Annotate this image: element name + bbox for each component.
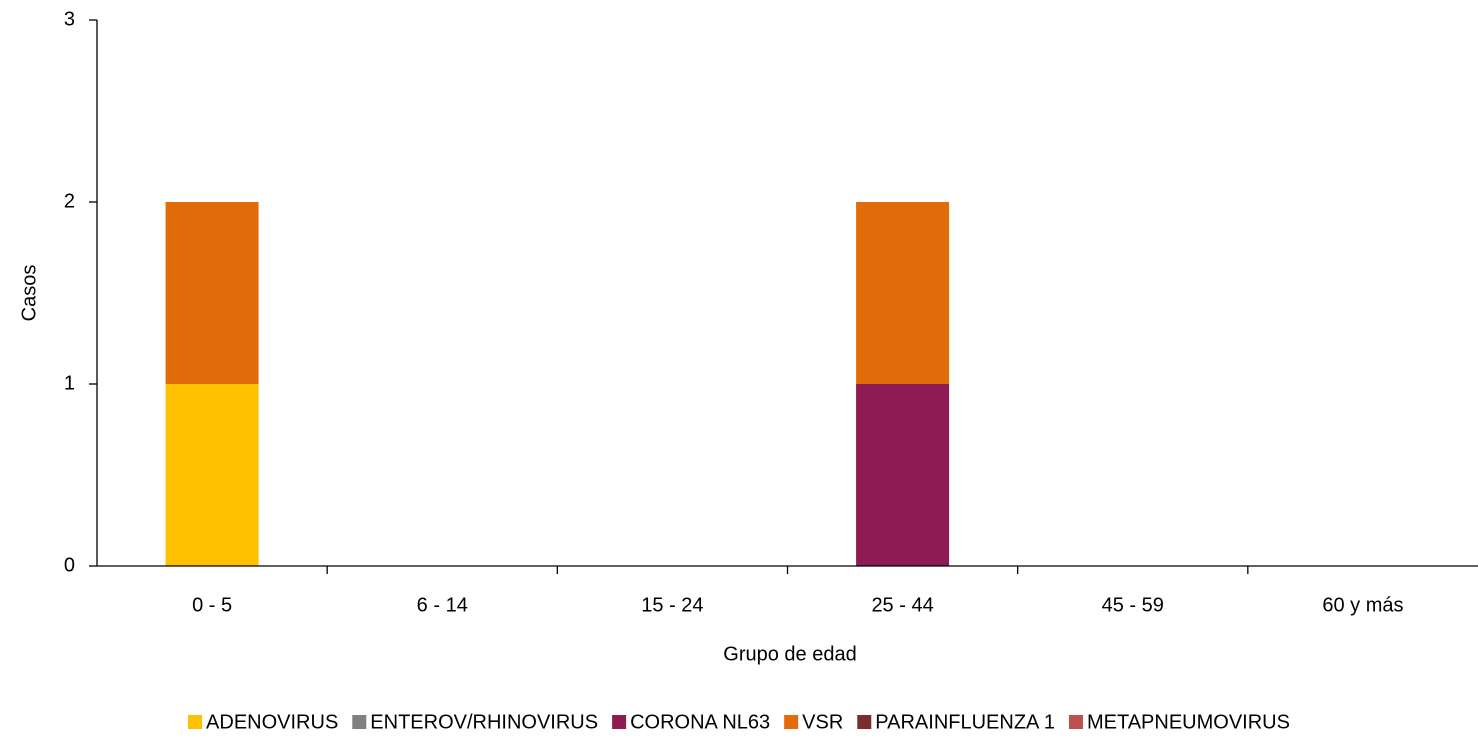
legend-swatch bbox=[188, 715, 203, 729]
legend-swatch bbox=[612, 715, 627, 729]
x-tick-label: 0 - 5 bbox=[192, 594, 232, 616]
legend-label: VSR bbox=[802, 711, 843, 733]
legend-swatch bbox=[1068, 715, 1083, 729]
legend-swatch bbox=[784, 715, 799, 729]
legend-label: PARAINFLUENZA 1 bbox=[875, 711, 1055, 733]
x-tick-label: 6 - 14 bbox=[417, 594, 468, 616]
x-tick-label: 60 y más bbox=[1322, 594, 1403, 616]
bar-segment bbox=[165, 202, 259, 384]
y-axis-title: Casos bbox=[18, 265, 40, 322]
legend-swatch bbox=[857, 715, 872, 729]
x-tick-label: 15 - 24 bbox=[641, 594, 703, 616]
legend-label: METAPNEUMOVIRUS bbox=[1087, 711, 1290, 733]
legend-swatch bbox=[352, 715, 367, 729]
y-tick-label: 2 bbox=[64, 190, 75, 212]
x-tick-label: 45 - 59 bbox=[1102, 594, 1164, 616]
legend: ADENOVIRUS ENTEROV/RHINOVIRUS CORONA NL63 V… bbox=[188, 711, 1290, 733]
x-axis-title: Grupo de edad bbox=[723, 643, 856, 665]
bar-segment bbox=[165, 384, 259, 566]
y-tick-label: 3 bbox=[64, 8, 75, 30]
y-tick-label: 1 bbox=[64, 372, 75, 394]
x-tick-label: 25 - 44 bbox=[871, 594, 933, 616]
legend-label: ENTEROV/RHINOVIRUS bbox=[370, 711, 598, 733]
bar-segment bbox=[856, 384, 950, 566]
y-tick-label: 0 bbox=[64, 554, 75, 576]
bar-segment bbox=[856, 202, 950, 384]
legend-label: CORONA NL63 bbox=[630, 711, 770, 733]
legend-label: ADENOVIRUS bbox=[206, 711, 338, 733]
